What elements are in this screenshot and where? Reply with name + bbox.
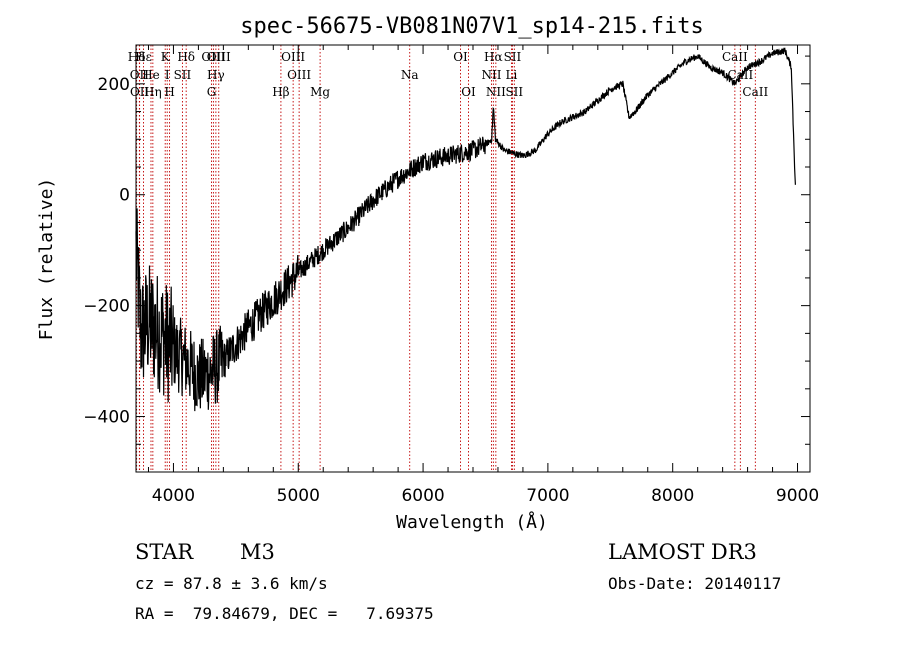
y-axis-ticks: −400 −200 0 200: [83, 55, 810, 473]
line-label-17: OIII: [287, 68, 311, 82]
x-tick-label: 4000: [152, 486, 195, 506]
line-label-30: CaII: [742, 85, 768, 99]
x-axis-label: Wavelength (Å): [396, 511, 548, 533]
chart-title: spec-56675-VB081N07V1_sp14-215.fits: [240, 14, 704, 39]
line-label-26: SII: [504, 50, 522, 64]
y-tick-label: 0: [119, 186, 130, 206]
line-label-6: K: [161, 50, 171, 64]
line-label-9: SII: [174, 68, 192, 82]
line-label-25: Li: [506, 68, 518, 82]
line-label-2: OII: [130, 85, 150, 99]
line-label-11: G: [207, 85, 217, 99]
y-tick-label: −400: [83, 408, 130, 428]
spectrum-line: [135, 47, 796, 412]
line-label-7: I: [165, 68, 170, 82]
survey-name: LAMOST DR3: [608, 540, 757, 564]
line-label-16: OIII: [281, 50, 305, 64]
line-label-3: Hε: [135, 50, 152, 64]
line-label-28: CaII: [722, 50, 748, 64]
line-label-19: Na: [401, 68, 419, 82]
line-label-8: H: [164, 85, 174, 99]
line-label-10: Hδ: [177, 50, 195, 64]
object-subclass: M3: [240, 540, 275, 564]
line-label-23: Hα: [484, 50, 503, 64]
y-axis-label: Flux (relative): [36, 178, 57, 341]
line-label-4: He: [142, 68, 160, 82]
x-tick-label: 6000: [401, 486, 444, 506]
object-class: STAR: [135, 540, 194, 564]
coordinates-text: RA = 79.84679, DEC = 7.69375: [135, 604, 434, 623]
line-label-21: OI: [461, 85, 476, 99]
line-label-15: Hβ: [272, 85, 289, 99]
x-tick-label: 7000: [526, 486, 569, 506]
plot-frame: [135, 44, 811, 473]
line-label-1: OII: [130, 68, 150, 82]
spectral-line-labels: HδOIIOIIHεHeHηKIHSIIHδGOIIIHγOIIIHβOIIIO…: [128, 50, 769, 99]
line-label-12: OIII: [201, 50, 225, 64]
x-axis-ticks: 4000 5000 6000 7000 8000 9000: [147, 45, 819, 506]
obs-date-text: Obs-Date: 20140117: [608, 574, 782, 593]
line-label-20: OI: [453, 50, 468, 64]
line-label-27: SII: [505, 85, 523, 99]
line-label-22: NII: [481, 68, 501, 82]
line-label-18: Mg: [310, 85, 330, 99]
line-label-14: OIII: [207, 50, 231, 64]
x-tick-label: 9000: [776, 486, 819, 506]
line-label-24: NII: [486, 85, 506, 99]
redshift-text: cz = 87.8 ± 3.6 km/s: [135, 574, 328, 593]
y-tick-label: −200: [83, 297, 130, 317]
x-tick-label: 8000: [651, 486, 694, 506]
x-tick-label: 5000: [277, 486, 320, 506]
y-tick-label: 200: [98, 75, 130, 95]
spectral-line-markers: [136, 45, 756, 472]
line-label-0: Hδ: [128, 50, 146, 64]
line-label-5: Hη: [144, 85, 162, 99]
line-label-13: Hγ: [207, 68, 225, 82]
